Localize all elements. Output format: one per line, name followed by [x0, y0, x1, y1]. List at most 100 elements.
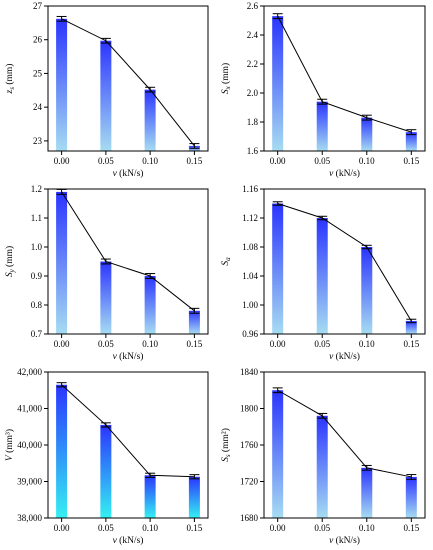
- x-tick-label-area-2: 0.10: [359, 523, 375, 533]
- y-tick-label-sa-1: 1.00: [242, 300, 258, 310]
- bar-sy-1: [100, 261, 112, 334]
- error-bar-sx-0: [272, 13, 283, 20]
- bar-area-1: [316, 415, 328, 518]
- trend-line-zs: [61, 18, 195, 147]
- error-bar-volume-3: [189, 474, 200, 480]
- error-bar-area-0: [272, 387, 283, 394]
- plot-frame-sa: [263, 188, 426, 335]
- bar-zs-2: [144, 89, 156, 151]
- chart-sa: 0.96 1.00 1.04 1.08 1.12 1.16 0.00 0.05 0.10 0.15…: [221, 184, 426, 362]
- y-tick-label-sx-4: 2.4: [247, 30, 259, 40]
- trend-line-sa: [277, 203, 412, 322]
- y-tick-label-area-3: 1800: [240, 404, 259, 414]
- x-axis-title-area: v (kN/s): [329, 535, 360, 546]
- error-bar-sa-1: [317, 215, 328, 221]
- bar-area-2: [361, 467, 373, 518]
- error-bar-sx-1: [317, 98, 328, 105]
- bar-sa-1: [316, 218, 328, 334]
- y-axis-title-sa: Sa: [221, 257, 232, 266]
- y-tick-label-zs-3: 26: [33, 35, 43, 45]
- bar-sx-3: [405, 132, 417, 151]
- y-tick-label-zs-1: 24: [33, 102, 43, 112]
- y-axis-title-sx: Sx (mm): [220, 63, 232, 94]
- error-bar-zs-2: [145, 86, 156, 93]
- plot-frame-area: [263, 371, 426, 519]
- error-bar-volume-0: [56, 382, 67, 388]
- error-bar-area-1: [317, 412, 328, 419]
- chart-zs: 23 24 25 26 27 0.00 0.05 0.10 0.15 v (kN/s) zs (mm…: [4, 1, 209, 179]
- bar-sy-2: [144, 276, 156, 334]
- error-bar-sx-2: [361, 114, 372, 121]
- x-tick-label-sx-1: 0.05: [314, 156, 330, 166]
- x-tick-label-sx-2: 0.10: [359, 156, 375, 166]
- y-tick-label-sa-4: 1.12: [242, 213, 258, 223]
- y-tick-label-sy-3: 1.0: [31, 242, 43, 252]
- x-tick-label-sx-3: 0.15: [403, 156, 419, 166]
- x-axis-title-volume: v (kN/s): [113, 535, 144, 546]
- x-axis-title-zs: v (kN/s): [113, 168, 144, 179]
- error-bar-volume-2: [145, 472, 156, 478]
- y-tick-label-sx-2: 2.0: [247, 88, 259, 98]
- trend-line-area: [277, 389, 412, 478]
- x-tick-label-sx-0: 0.00: [270, 156, 286, 166]
- y-axis-title-volume: V (mm³): [4, 429, 15, 461]
- y-tick-label-sx-1: 1.8: [247, 117, 259, 127]
- y-tick-label-sa-3: 1.08: [242, 242, 258, 252]
- y-tick-label-sy-2: 0.9: [31, 271, 43, 281]
- y-tick-label-zs-0: 23: [33, 136, 43, 146]
- chart-area: 1680 1720 1760 1800 1840 0.00 0.05 0.10 0.15 v (k…: [220, 367, 426, 546]
- y-axis-title-area: Ss (mm²): [220, 428, 232, 462]
- bar-sy-3: [188, 310, 200, 334]
- chart-sx: 1.6 1.8 2.0 2.2 2.4 2.6 0.00 0.05 0.10 0.15 v (kN/…: [220, 1, 426, 179]
- bar-zs-1: [100, 40, 112, 151]
- error-bar-area-2: [361, 464, 372, 471]
- x-tick-label-sa-0: 0.00: [270, 339, 286, 349]
- bar-sa-0: [272, 203, 284, 334]
- bar-sx-2: [361, 117, 373, 151]
- y-tick-label-sa-0: 0.96: [242, 329, 258, 339]
- x-tick-label-area-1: 0.05: [314, 523, 330, 533]
- x-tick-label-sy-2: 0.10: [142, 339, 158, 349]
- error-bar-sy-2: [145, 273, 156, 279]
- x-tick-label-area-3: 0.15: [403, 523, 419, 533]
- x-tick-label-volume-0: 0.00: [54, 523, 70, 533]
- bar-sa-3: [405, 320, 417, 334]
- y-tick-label-zs-2: 25: [33, 68, 43, 78]
- x-tick-label-volume-2: 0.10: [142, 523, 158, 533]
- y-axis-title-zs: zs (mm): [4, 64, 16, 95]
- trend-line-sx: [277, 15, 412, 133]
- x-axis-title-sy: v (kN/s): [113, 351, 144, 362]
- error-bar-sa-0: [272, 201, 283, 206]
- x-tick-label-sa-1: 0.05: [314, 339, 330, 349]
- error-bar-sy-3: [189, 307, 200, 314]
- error-bar-sa-2: [361, 244, 372, 250]
- x-tick-label-zs-3: 0.15: [187, 156, 203, 166]
- y-tick-label-zs-4: 27: [33, 1, 43, 11]
- y-tick-label-sx-3: 2.2: [247, 59, 258, 69]
- x-tick-label-sa-3: 0.15: [403, 339, 419, 349]
- trend-line-sy: [61, 191, 195, 312]
- bar-volume-2: [144, 475, 156, 518]
- y-tick-label-sa-2: 1.04: [242, 271, 258, 281]
- y-tick-label-area-2: 1760: [240, 440, 259, 450]
- y-tick-label-volume-4: 42,000: [17, 367, 42, 377]
- error-bar-volume-1: [100, 422, 111, 428]
- x-axis-title-sa: v (kN/s): [329, 351, 360, 362]
- y-tick-label-sx-5: 2.6: [247, 1, 259, 11]
- y-tick-label-volume-1: 39,000: [17, 477, 42, 487]
- error-bar-area-3: [406, 474, 417, 480]
- error-bar-sa-3: [406, 318, 417, 324]
- y-tick-label-sx-0: 1.6: [247, 146, 259, 156]
- y-tick-label-area-4: 1840: [240, 367, 259, 377]
- bar-area-3: [405, 476, 417, 518]
- x-tick-label-sy-1: 0.05: [98, 339, 114, 349]
- error-bar-zs-3: [189, 143, 200, 149]
- x-tick-label-volume-1: 0.05: [98, 523, 114, 533]
- error-bar-sx-3: [406, 129, 417, 136]
- x-axis-title-sx: v (kN/s): [329, 168, 360, 179]
- bar-volume-3: [188, 476, 200, 518]
- x-tick-label-sy-0: 0.00: [54, 339, 70, 349]
- y-axis-title-sy: Sy (mm): [4, 246, 16, 277]
- plot-frame-sx: [263, 5, 426, 152]
- bar-sx-1: [316, 101, 328, 151]
